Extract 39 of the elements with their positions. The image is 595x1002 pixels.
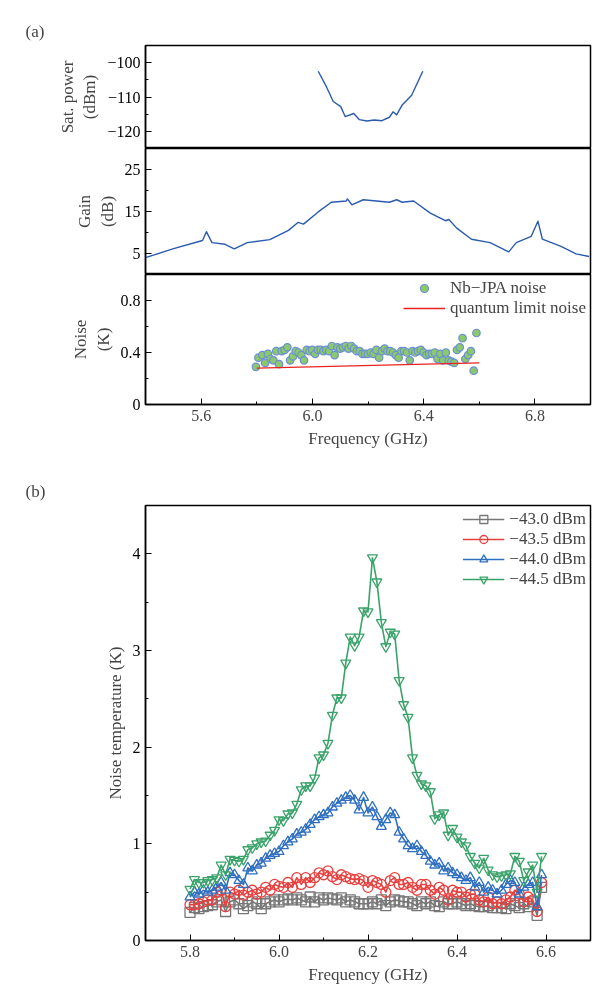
y-tick-label: 0.8 [120,292,141,309]
x-axis-title: Frequency (GHz) [308,428,428,448]
x-tick-label: 6.0 [302,406,323,424]
line-series [317,70,424,122]
y-tick-label: 0 [132,932,141,949]
y-tick-label: 2 [132,738,141,756]
chart-title: (a) [25,21,45,41]
x-tick-label: 5.6 [191,406,212,424]
legend-label: −43.0 dBm [509,509,586,529]
legend-label: −44.0 dBm [509,549,586,569]
legend-label: Nb−JPA noise [450,278,547,298]
x-tick-label: 6.4 [447,942,467,960]
y-tick-label: 4 [132,545,141,563]
legend-label: −44.5 dBm [509,569,586,589]
x-axis-title: Frequency (GHz) [308,964,428,984]
y-axis-title: Sat. power (dBm) [57,60,100,134]
line-series [145,198,590,259]
x-tick-label: 5.8 [180,942,200,960]
chart-title: (b) [25,481,46,501]
y-tick-label: 5 [132,245,141,262]
x-tick-label: 6.6 [536,942,556,960]
y-axis-title: Noise (K) [70,319,113,360]
x-tick-label: 6.2 [358,942,378,960]
y-tick-label: 1 [132,835,141,853]
x-tick-label: 6.8 [524,406,545,424]
y-tick-label: 15 [124,203,141,220]
x-tick-label: 6.4 [413,406,434,424]
legend-label: quantum limit noise [450,298,586,318]
y-tick-label: −100 [107,54,141,72]
y-tick-label: 0.4 [120,344,141,361]
y-tick-label: 3 [132,642,141,659]
y-tick-label: −110 [108,88,141,106]
y-axis-title: Noise temperature (K) [105,646,125,800]
y-tick-label: 25 [124,161,141,178]
x-tick-label: 6.0 [269,942,289,960]
legend-label: −43.5 dBm [509,529,586,549]
y-axis-title: Gain (dB) [74,194,117,229]
y-tick-label: 0 [132,396,141,413]
y-tick-label: −120 [107,122,141,140]
